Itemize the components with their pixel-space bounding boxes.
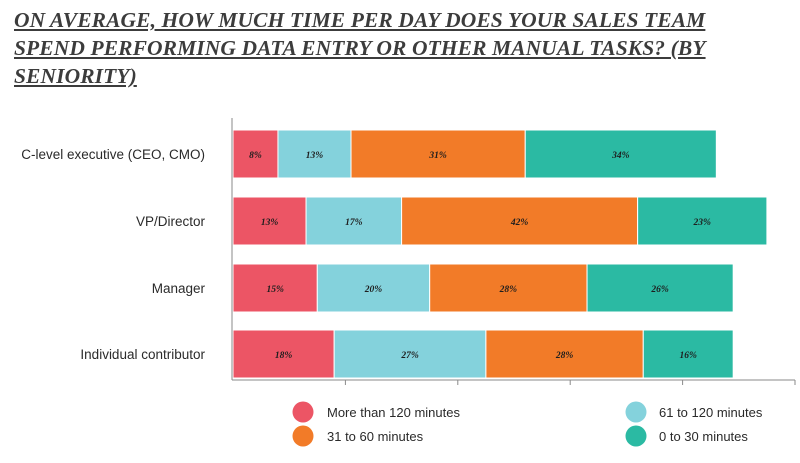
bar-segment-0-to-30-minutes (524, 129, 717, 179)
data-label: 13% (261, 218, 279, 228)
bar-segment-31-to-60-minutes (350, 129, 526, 179)
data-label: 16% (680, 351, 698, 361)
legend-swatch-61-to-120-minutes (625, 401, 647, 423)
data-label: 13% (306, 151, 324, 161)
data-label: 26% (650, 285, 669, 295)
data-label: 18% (275, 351, 293, 361)
bar-segment-more-than-120-minutes (232, 196, 307, 246)
bar-segment-61-to-120-minutes (316, 263, 431, 313)
legend-swatch-31-to-60-minutes (292, 425, 314, 447)
bar-segment-more-than-120-minutes (232, 329, 335, 379)
bar-segment-31-to-60-minutes (401, 196, 639, 246)
data-label: 17% (345, 218, 363, 228)
legend-label-31-to-60-minutes: 31 to 60 minutes (327, 429, 424, 444)
data-label: 42% (510, 218, 529, 228)
data-label: 34% (611, 151, 630, 161)
category-label-manager: Manager (152, 281, 206, 296)
data-label: 23% (693, 218, 712, 228)
category-label-vp-director: VP/Director (136, 214, 206, 229)
chart-title: On average, how much time per day does y… (14, 8, 706, 88)
data-label: 27% (400, 351, 419, 361)
bar-segment-0-to-30-minutes (637, 196, 768, 246)
category-label-individual-contributor: Individual contributor (80, 347, 205, 362)
bar-segment-more-than-120-minutes (232, 129, 279, 179)
data-label: 8% (249, 151, 262, 161)
category-label-c-level-executive-ceo-cmo: C-level executive (CEO, CMO) (21, 147, 205, 162)
bar-segment-61-to-120-minutes (277, 129, 352, 179)
legend-swatch-more-than-120-minutes (292, 401, 314, 423)
data-label: 28% (555, 351, 574, 361)
legend-swatch-0-to-30-minutes (625, 425, 647, 447)
bar-segment-61-to-120-minutes (305, 196, 403, 246)
legend-label-61-to-120-minutes: 61 to 120 minutes (659, 405, 763, 420)
data-label: 28% (499, 285, 518, 295)
bar-segment-0-to-30-minutes (586, 263, 734, 313)
legend-label-more-than-120-minutes: More than 120 minutes (327, 405, 460, 420)
data-label: 20% (364, 285, 383, 295)
data-label: 31% (428, 151, 447, 161)
bar-segment-0-to-30-minutes (642, 329, 734, 379)
data-label: 15% (266, 285, 284, 295)
bar-segment-31-to-60-minutes (485, 329, 644, 379)
bar-segment-more-than-120-minutes (232, 263, 318, 313)
bar-segment-61-to-120-minutes (333, 329, 487, 379)
legend-label-0-to-30-minutes: 0 to 30 minutes (659, 429, 748, 444)
bar-segment-31-to-60-minutes (429, 263, 588, 313)
